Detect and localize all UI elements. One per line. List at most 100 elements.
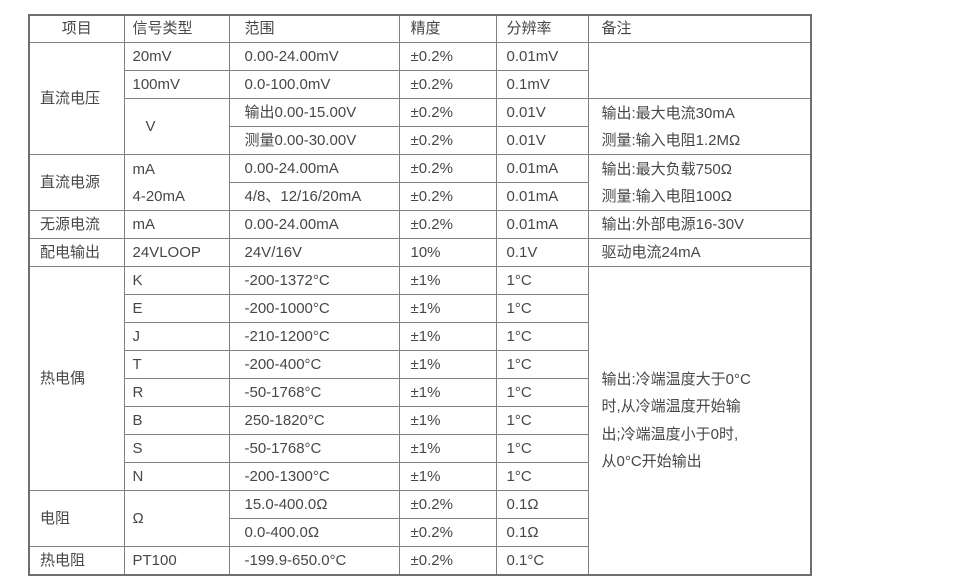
cell-remark-dc-current: 输出:最大负载750Ω 测量:输入电阻100Ω [587,154,812,211]
cell-resolution: 1°C [495,406,589,435]
cell-resolution: 1°C [495,322,589,351]
cell-range: 0.0-100.0mV [228,70,400,99]
table-row: 4/8、12/16/20mA ±0.2% 0.01mA [29,182,811,211]
cell-signal: B [123,406,230,435]
remark-line: 输出:最大负载750Ω [601,160,732,178]
table-row: E -200-1000°C ±1% 1°C [29,294,811,323]
cell-accuracy: ±1% [398,406,497,435]
cell-signal: mA [123,210,230,239]
col-header-signal: 信号类型 [123,14,230,43]
remark-line: 时,从冷端温度开始输 [601,398,741,415]
table-row: 无源电流 mA 0.00-24.00mA ±0.2% 0.01mA 输出:外部电… [28,210,812,239]
cell-accuracy: ±0.2% [398,98,497,127]
cell-remark-thermocouple: 输出:冷端温度大于0°C 时,从冷端温度开始输 出;冷端温度小于0时, 从0°C… [587,266,812,576]
cell-remark-empty [587,42,812,99]
cell-remark: 输出:外部电源16-30V [587,210,812,239]
cell-signal: T [123,350,230,379]
cell-signal: 20mV [123,42,230,71]
cell-accuracy: ±1% [398,350,497,379]
cell-resolution: 1°C [495,378,589,407]
cell-signal: K [123,266,230,295]
cell-signal: J [123,322,230,351]
cell-signal-v: V [123,98,230,155]
col-header-item: 项目 [28,14,125,43]
table-row: 测量0.00-30.00V ±0.2% 0.01V [29,126,811,155]
cell-signal-ohm: Ω [123,490,230,547]
remark-line: 测量:输入电阻1.2MΩ [601,131,741,149]
cell-remark-v: 输出:最大电流30mA 测量:输入电阻1.2MΩ [587,98,812,155]
cell-remark: 驱动电流24mA [587,238,812,267]
cell-accuracy: ±0.2% [398,518,497,547]
cell-range: 0.00-24.00mA [228,210,400,239]
table-row: 配电输出 24VLOOP 24V/16V 10% 0.1V 驱动电流24mA [28,238,812,267]
cell-range: 0.0-400.0Ω [228,518,400,547]
cell-item-rtd: 热电阻 [28,546,125,576]
table-row: 直流电源 mA 4-20mA 0.00-24.00mA ±0.2% 0.01mA… [28,154,812,211]
cell-resolution: 0.01mV [495,42,589,71]
table-row: 热电偶 K -200-1372°C ±1% 1°C 输出:冷端温度大于0°C 时… [28,266,812,576]
cell-item-dc-voltage: 直流电压 [28,42,125,155]
remark-line: 出;冷端温度小于0时, [601,425,739,443]
cell-range: -50-1768°C [228,378,400,407]
cell-resolution: 0.01V [495,126,589,155]
col-header-resolution: 分辨率 [495,14,589,43]
cell-range: 4/8、12/16/20mA [228,182,400,211]
cell-range: -200-1372°C [228,266,400,295]
col-header-remark: 备注 [587,14,812,43]
cell-range: -200-1300°C [228,462,400,491]
cell-signal: R [123,378,230,407]
cell-accuracy: ±0.2% [398,42,497,71]
cell-accuracy: ±1% [398,434,497,463]
table-row: 热电阻 PT100 -199.9-650.0°C ±0.2% 0.1°C [28,546,811,576]
cell-range: 测量0.00-30.00V [228,126,400,155]
cell-resolution: 0.1mV [495,70,589,99]
cell-signal: S [123,434,230,463]
remark-line: 输出:冷端温度大于0°C [601,370,751,388]
cell-accuracy: ±0.2% [398,70,497,99]
cell-range: -50-1768°C [228,434,400,463]
cell-range: 0.00-24.00mA [228,154,400,183]
cell-accuracy: ±1% [398,294,497,323]
table-row: 0.0-400.0Ω ±0.2% 0.1Ω [29,518,811,547]
cell-item-thermocouple: 热电偶 [28,266,125,491]
table-row: T -200-400°C ±1% 1°C [29,350,811,379]
cell-signal: 24VLOOP [123,238,230,267]
cell-item-resistance: 电阻 [28,490,125,547]
cell-accuracy: ±0.2% [398,490,497,519]
cell-range: -200-400°C [228,350,400,379]
cell-range: 输出0.00-15.00V [228,98,400,127]
cell-resolution: 0.01V [495,98,589,127]
cell-signal: E [123,294,230,323]
table-row: 100mV 0.0-100.0mV ±0.2% 0.1mV [29,70,811,99]
cell-resolution: 1°C [495,462,589,491]
col-header-accuracy: 精度 [398,14,497,43]
cell-resolution: 0.1V [495,238,589,267]
cell-item-passive-current: 无源电流 [28,210,125,239]
cell-resolution: 0.1Ω [495,490,589,519]
cell-accuracy: ±0.2% [398,126,497,155]
cell-accuracy: ±1% [398,266,497,295]
cell-range: 0.00-24.00mV [228,42,400,71]
header-row: 项目 信号类型 范围 精度 分辨率 备注 [28,14,812,43]
spec-table: 项目 信号类型 范围 精度 分辨率 备注 直流电压 20mV 0.00-24.0… [28,14,812,576]
cell-accuracy: ±0.2% [398,182,497,211]
cell-resolution: 1°C [495,294,589,323]
table-row: S -50-1768°C ±1% 1°C [29,434,811,463]
cell-signal: PT100 [123,546,230,576]
cell-signal-ma: mA 4-20mA [123,154,230,211]
cell-resolution: 0.01mA [495,210,589,239]
cell-resolution: 0.01mA [495,182,589,211]
cell-item-dc-current: 直流电源 [28,154,125,211]
cell-item-loop-output: 配电输出 [28,238,125,267]
remark-line: 输出:最大电流30mA [601,104,735,122]
signal-line: mA [132,160,156,178]
cell-accuracy: ±1% [398,378,497,407]
cell-signal: 100mV [123,70,230,99]
cell-resolution: 1°C [495,434,589,463]
cell-accuracy: ±1% [398,322,497,351]
cell-range: 24V/16V [228,238,400,267]
cell-accuracy: ±0.2% [398,210,497,239]
cell-accuracy: ±0.2% [398,546,497,576]
table-row: 直流电压 20mV 0.00-24.00mV ±0.2% 0.01mV [28,42,812,155]
remark-line: 从0°C开始输出 [601,453,702,470]
